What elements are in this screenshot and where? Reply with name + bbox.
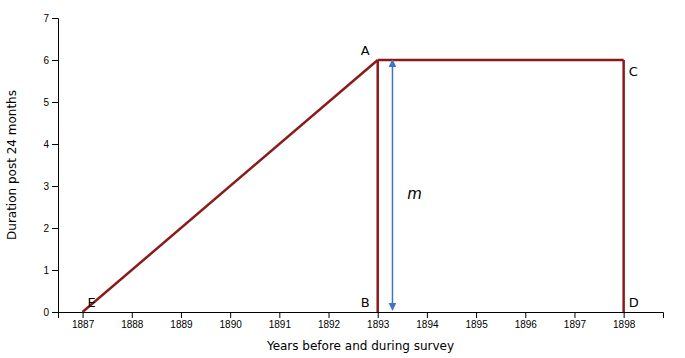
y-axis: 0 1 2 3 4 5 6 7 <box>43 13 58 318</box>
tick: 0 <box>43 307 58 318</box>
annotation: E <box>88 295 96 310</box>
tick: 1896 <box>515 312 538 330</box>
annotation: A <box>361 43 370 58</box>
annotation: D <box>629 295 639 310</box>
tick-label: 2 <box>43 223 49 234</box>
tick-label: 3 <box>43 181 49 192</box>
tick-label: 1889 <box>170 319 193 330</box>
tick: 1 <box>43 265 58 276</box>
tick-label: 1887 <box>72 319 95 330</box>
tick: 1897 <box>564 312 587 330</box>
arrow <box>392 60 394 310</box>
tick-label: 0 <box>43 307 49 318</box>
tick: 7 <box>43 13 58 24</box>
line-segment <box>622 60 625 312</box>
tick-label: 1 <box>43 265 49 276</box>
axis-domain <box>59 313 664 319</box>
tick-mark <box>52 312 58 313</box>
annotation: C <box>629 64 638 79</box>
tick: 1898 <box>613 312 636 330</box>
tick: 3 <box>43 181 58 192</box>
tick-mark <box>132 312 133 318</box>
tick-label: 4 <box>43 139 49 150</box>
line-segment <box>83 60 378 312</box>
chart: 1887 1888 1889 1890 1891 1892 1893 1894 1895 1896… <box>0 0 685 358</box>
annotation: m <box>407 185 422 203</box>
tick-mark <box>52 60 58 61</box>
tick-mark <box>525 312 526 318</box>
tick: 2 <box>43 223 58 234</box>
tick-mark <box>476 312 477 318</box>
tick-mark <box>427 312 428 318</box>
plot: 1887 1888 1889 1890 1891 1892 1893 1894 1895 1896… <box>43 13 663 330</box>
tick-mark <box>181 312 182 318</box>
y-axis-title: Duration post 24 months <box>5 90 19 240</box>
tick-mark <box>83 312 84 318</box>
tick-label: 1890 <box>220 319 243 330</box>
tick-mark <box>279 312 280 318</box>
tick-mark <box>52 144 58 145</box>
tick-mark <box>230 312 231 318</box>
tick-label: 1898 <box>613 319 636 330</box>
tick-mark <box>52 270 58 271</box>
line-segment <box>376 60 379 312</box>
tick-label: 5 <box>43 97 49 108</box>
tick-mark <box>624 312 625 318</box>
axis-domain <box>52 19 59 313</box>
tick-label: 1895 <box>465 319 488 330</box>
tick-mark <box>329 312 330 318</box>
x-axis: 1887 1888 1889 1890 1891 1892 1893 1894 1895 1896… <box>59 312 664 330</box>
tick-mark <box>52 102 58 103</box>
annotation: B <box>361 295 370 310</box>
tick-label: 1888 <box>121 319 144 330</box>
tick: 1891 <box>269 312 292 330</box>
tick: 6 <box>43 55 58 66</box>
tick: 4 <box>43 139 58 150</box>
tick-mark <box>574 312 575 318</box>
tick: 1887 <box>72 312 95 330</box>
tick: 1894 <box>416 312 439 330</box>
line-segment <box>378 59 624 62</box>
tick-label: 1892 <box>318 319 341 330</box>
tick: 1890 <box>220 312 243 330</box>
tick-label: 1891 <box>269 319 292 330</box>
marks <box>83 60 624 312</box>
annotations: E A B C Dm <box>88 43 639 310</box>
tick-label: 6 <box>43 55 49 66</box>
tick: 1888 <box>121 312 144 330</box>
tick-label: 7 <box>43 13 49 24</box>
x-axis-title: Years before and during survey <box>266 339 454 353</box>
tick-label: 1894 <box>416 319 439 330</box>
tick: 1889 <box>170 312 193 330</box>
tick: 1895 <box>465 312 488 330</box>
tick-mark <box>378 312 379 318</box>
tick: 1893 <box>367 312 390 330</box>
tick-mark <box>52 18 58 19</box>
tick-label: 1897 <box>564 319 587 330</box>
tick-mark <box>52 186 58 187</box>
tick-label: 1893 <box>367 319 390 330</box>
tick: 1892 <box>318 312 341 330</box>
tick-mark <box>52 228 58 229</box>
tick-label: 1896 <box>515 319 538 330</box>
tick: 5 <box>43 97 58 108</box>
